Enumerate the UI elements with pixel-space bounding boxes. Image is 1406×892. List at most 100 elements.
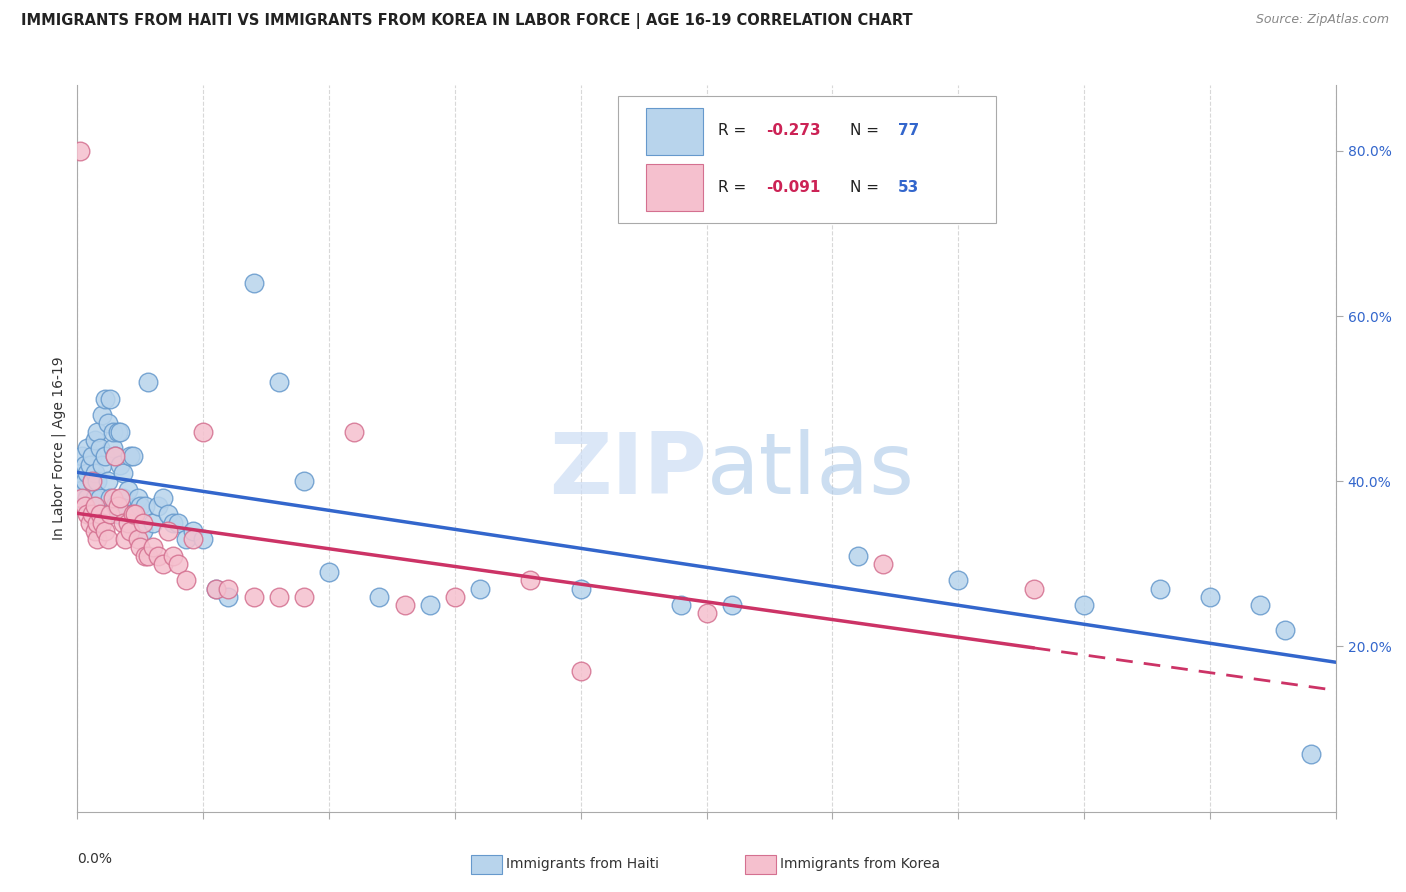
Point [98,491,121,505]
Point [136,549,159,563]
Point [368,590,391,604]
Point [468,582,491,596]
Point [569,582,592,596]
Point [82,475,104,489]
Point [846,549,869,563]
Point [142,541,165,555]
Point [1299,747,1322,761]
Point [1199,590,1222,604]
Point [124,508,146,522]
Point [86,516,108,530]
Point [1022,582,1045,596]
Point [134,499,156,513]
Point [121,450,143,464]
Point [107,499,129,513]
Text: Immigrants from Haiti: Immigrants from Haiti [506,857,659,871]
Point [720,598,742,612]
Point [136,375,159,389]
Point [1149,582,1171,596]
FancyBboxPatch shape [619,95,995,223]
Point [104,450,127,464]
Point [419,598,441,612]
Point [872,557,894,571]
Point [121,508,143,522]
Point [104,499,127,513]
Point [91,516,114,530]
FancyBboxPatch shape [647,108,703,155]
Point [101,491,124,505]
Point [79,516,101,530]
Point [89,442,111,455]
Point [152,557,174,571]
Point [1249,598,1271,612]
Point [318,565,340,579]
Point [108,425,131,439]
Text: IMMIGRANTS FROM HAITI VS IMMIGRANTS FROM KOREA IN LABOR FORCE | AGE 16-19 CORREL: IMMIGRANTS FROM HAITI VS IMMIGRANTS FROM… [21,13,912,29]
Text: 53: 53 [898,180,920,194]
Point [69,144,91,158]
Point [86,475,108,489]
Point [129,499,152,513]
Point [142,516,165,530]
Point [134,549,156,563]
Point [73,499,96,513]
Point [84,466,107,480]
Text: R =: R = [718,180,751,194]
Text: N =: N = [851,123,884,138]
Point [82,450,104,464]
Point [73,475,96,489]
Point [84,499,107,513]
Point [114,508,136,522]
Point [146,549,169,563]
Point [79,499,101,513]
Point [79,458,101,472]
Point [96,417,118,431]
Point [191,425,215,439]
Point [101,425,124,439]
Point [117,483,139,497]
Text: ZIP: ZIP [548,428,707,511]
Point [217,590,239,604]
Point [86,425,108,439]
Point [156,508,179,522]
Point [69,466,91,480]
Point [152,491,174,505]
Point [394,598,416,612]
Point [72,483,94,497]
Text: 77: 77 [898,123,920,138]
Point [91,458,114,472]
Point [191,532,215,546]
Point [117,516,139,530]
Text: Source: ZipAtlas.com: Source: ZipAtlas.com [1256,13,1389,27]
Text: R =: R = [718,123,751,138]
Point [96,532,118,546]
Point [72,450,94,464]
Point [292,590,315,604]
Point [101,442,124,455]
Point [108,458,131,472]
Point [73,458,96,472]
Point [132,524,155,538]
Point [111,491,134,505]
Point [111,516,134,530]
Point [181,532,204,546]
Point [89,491,111,505]
Point [671,598,693,612]
Point [89,508,111,522]
Text: 0.0%: 0.0% [77,852,112,866]
Point [120,450,142,464]
Point [72,491,94,505]
Point [107,425,129,439]
Text: N =: N = [851,180,884,194]
Point [204,582,226,596]
Point [114,532,136,546]
Point [76,491,98,505]
Point [181,524,204,538]
Point [96,475,118,489]
Point [98,392,121,406]
Text: -0.091: -0.091 [766,180,820,194]
Point [162,516,184,530]
Point [76,508,98,522]
Point [129,541,152,555]
Point [94,450,117,464]
